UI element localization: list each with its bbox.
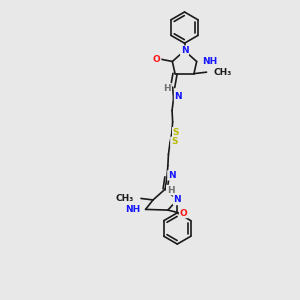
Text: CH₃: CH₃ — [116, 194, 134, 203]
Text: S: S — [173, 128, 179, 137]
Text: N: N — [175, 92, 182, 101]
Text: O: O — [180, 208, 187, 217]
Text: N: N — [181, 46, 188, 55]
Text: CH₃: CH₃ — [213, 68, 231, 76]
Text: S: S — [171, 137, 177, 146]
Text: H: H — [164, 84, 171, 93]
Text: N: N — [173, 196, 181, 205]
Text: NH: NH — [125, 205, 140, 214]
Text: N: N — [168, 171, 176, 180]
Text: NH: NH — [202, 57, 217, 66]
Text: H: H — [167, 186, 174, 195]
Text: O: O — [153, 55, 160, 64]
